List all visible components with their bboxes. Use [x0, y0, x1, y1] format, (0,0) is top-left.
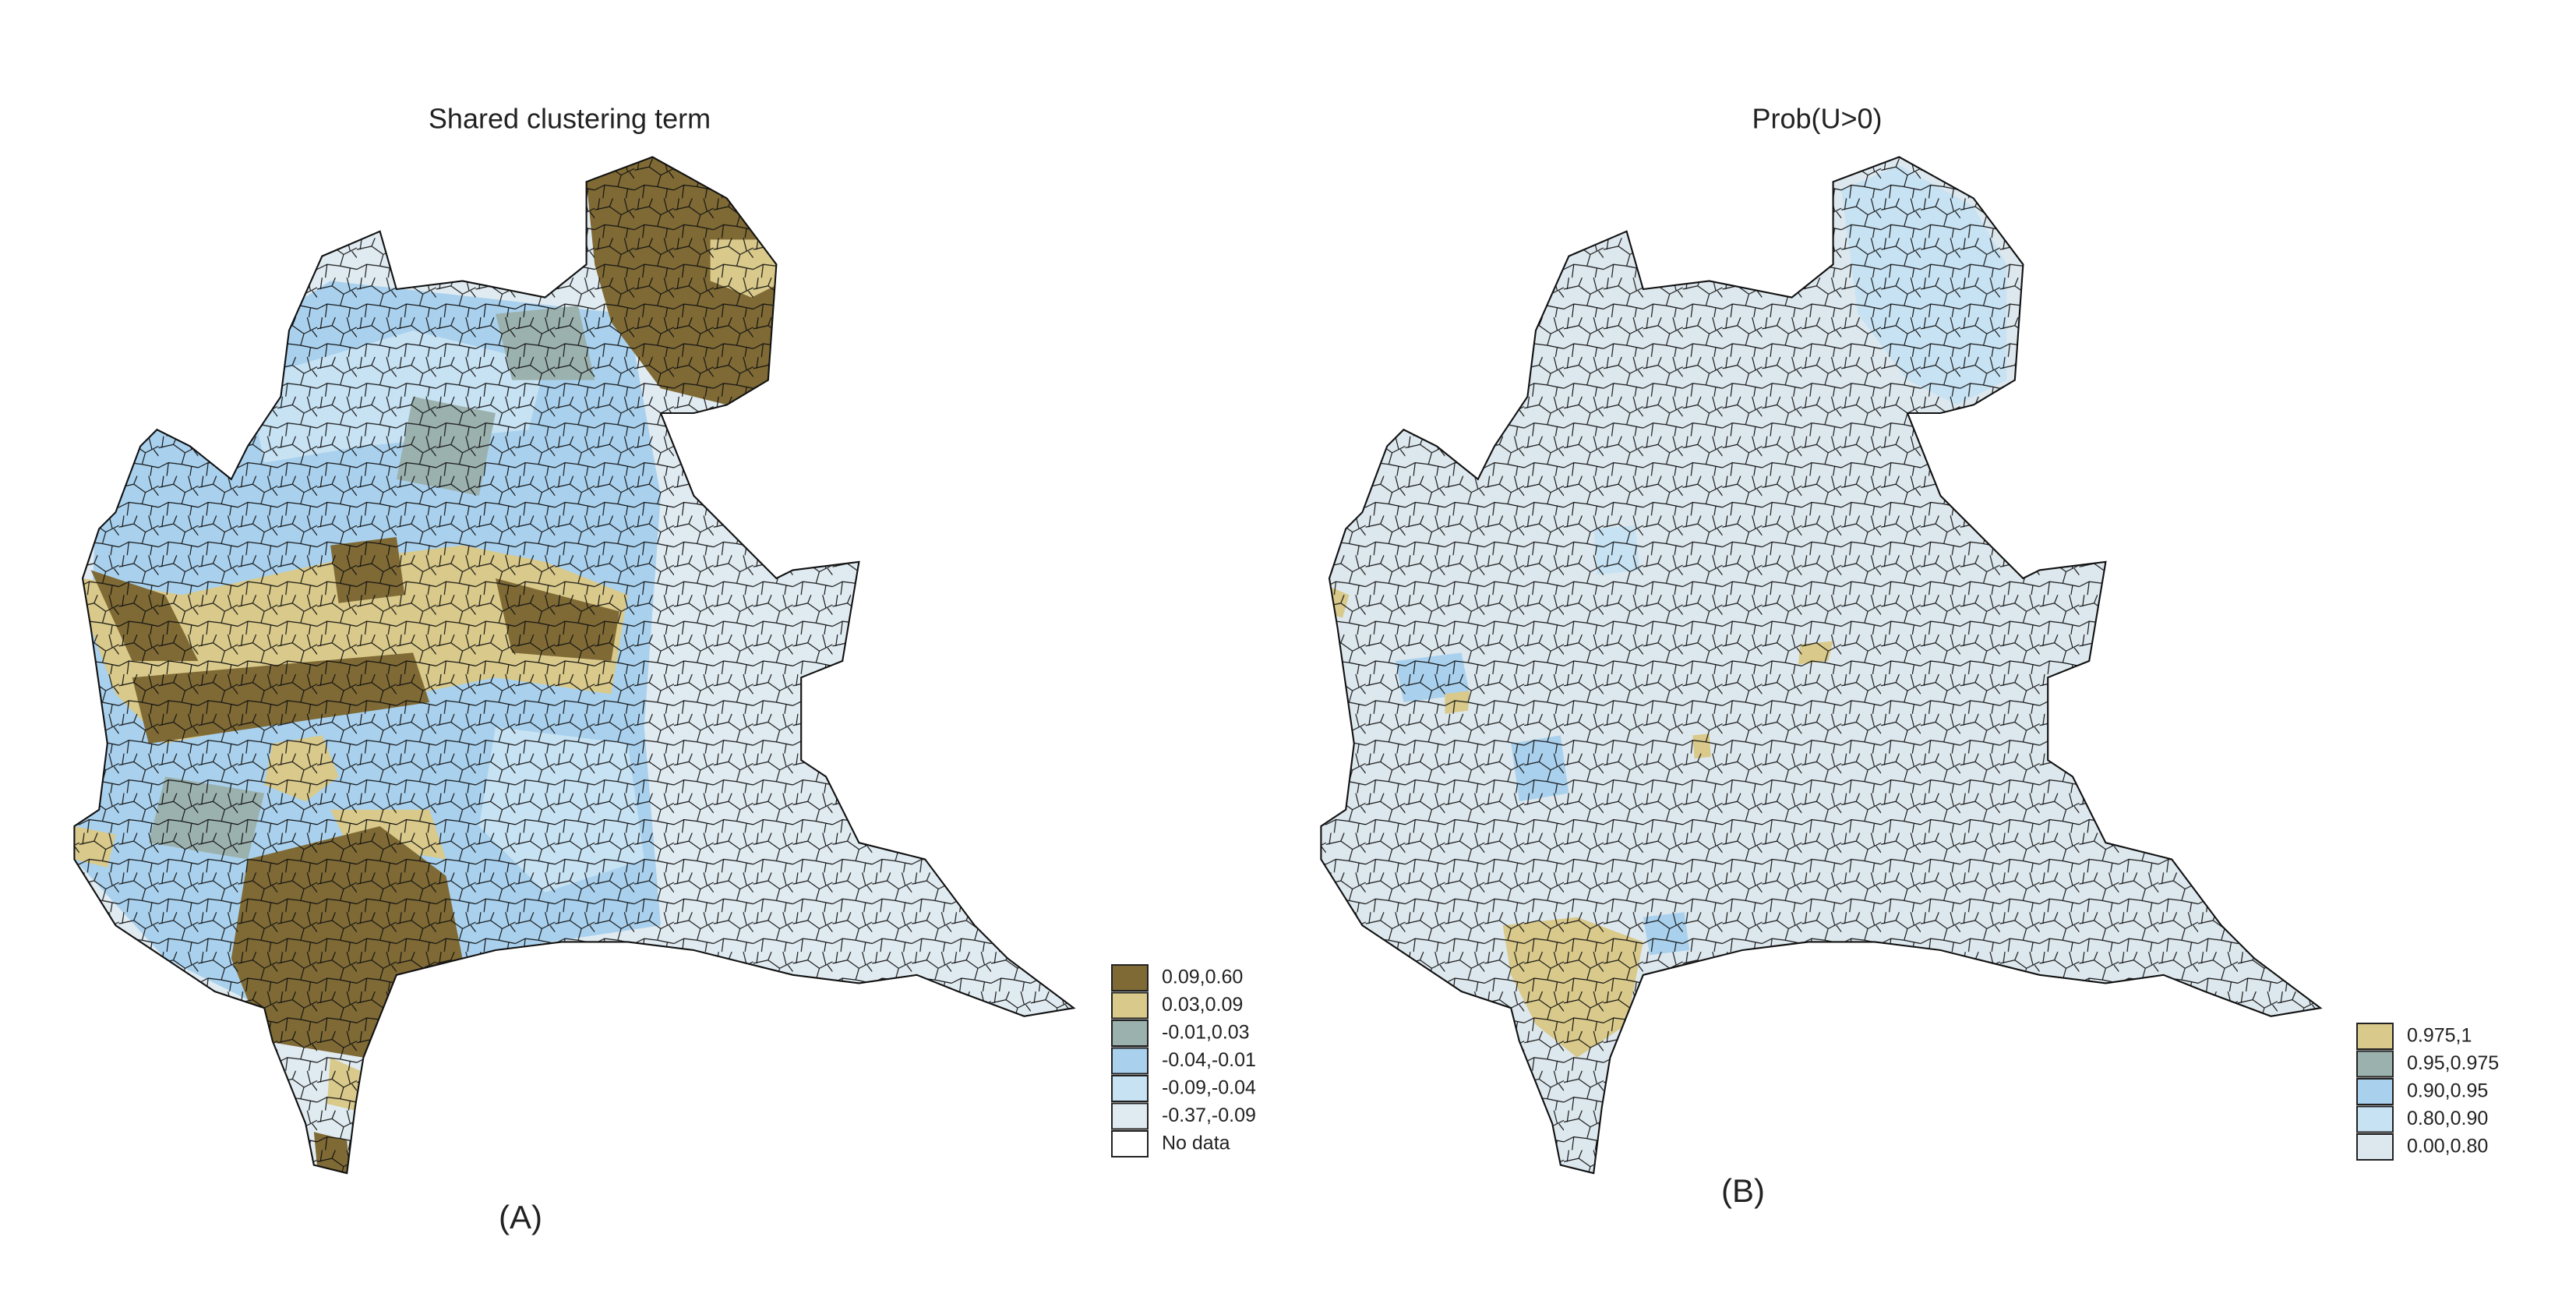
- outline: [73, 156, 1076, 1175]
- panel-title: Shared clustering term: [429, 103, 711, 135]
- legend-label: No data: [1162, 1133, 1230, 1154]
- map: [73, 156, 1076, 1175]
- legend-label: 0.80,0.90: [2407, 1108, 2488, 1129]
- legend-swatch: [2356, 1078, 2394, 1105]
- map: [1320, 156, 2323, 1175]
- legend-swatch: [1111, 991, 1149, 1020]
- panel: Shared clustering term (A) 0.09,0.60 0.03,0…: [73, 103, 1256, 1235]
- legend-swatch: [1111, 1130, 1149, 1157]
- panel-title: Prob(U>0): [1752, 103, 1882, 135]
- legend-swatch: [1111, 1075, 1149, 1102]
- legend-label: 0.03,0.09: [1162, 994, 1243, 1016]
- legend-swatch: [2356, 1105, 2394, 1133]
- legend-swatch: [1111, 1047, 1149, 1075]
- panel-label: (A): [499, 1199, 542, 1235]
- legend-swatch: [1111, 1020, 1149, 1047]
- legend-swatch: [1111, 964, 1149, 991]
- legend-label: 0.00,0.80: [2407, 1136, 2488, 1157]
- panel-label: (B): [1721, 1172, 1765, 1209]
- legend-label: 0.90,0.95: [2407, 1080, 2488, 1102]
- legend-label: 0.975,1: [2407, 1025, 2472, 1047]
- legend-label: -0.09,-0.04: [1162, 1077, 1256, 1099]
- legend-swatch: [2356, 1050, 2394, 1078]
- outline: [1320, 156, 2323, 1175]
- legend-swatch: [1111, 1102, 1149, 1130]
- legend-label: -0.37,-0.09: [1162, 1104, 1256, 1126]
- boundaries: [74, 157, 1074, 1174]
- legend-label: 0.09,0.60: [1162, 967, 1243, 988]
- panel: Prob(U>0) (B) 0.975,1 0.95,0.975 0.90,0.95 0.…: [1320, 103, 2499, 1209]
- map-fill: [1321, 157, 2320, 1174]
- legend-swatch: [2356, 1023, 2394, 1050]
- map-fill: [74, 157, 1074, 1174]
- legend-label: -0.04,-0.01: [1162, 1049, 1256, 1071]
- boundaries: [1321, 157, 2320, 1174]
- legend-label: -0.01,0.03: [1162, 1022, 1250, 1044]
- legend-label: 0.95,0.975: [2407, 1052, 2499, 1074]
- legend-swatch: [2356, 1133, 2394, 1161]
